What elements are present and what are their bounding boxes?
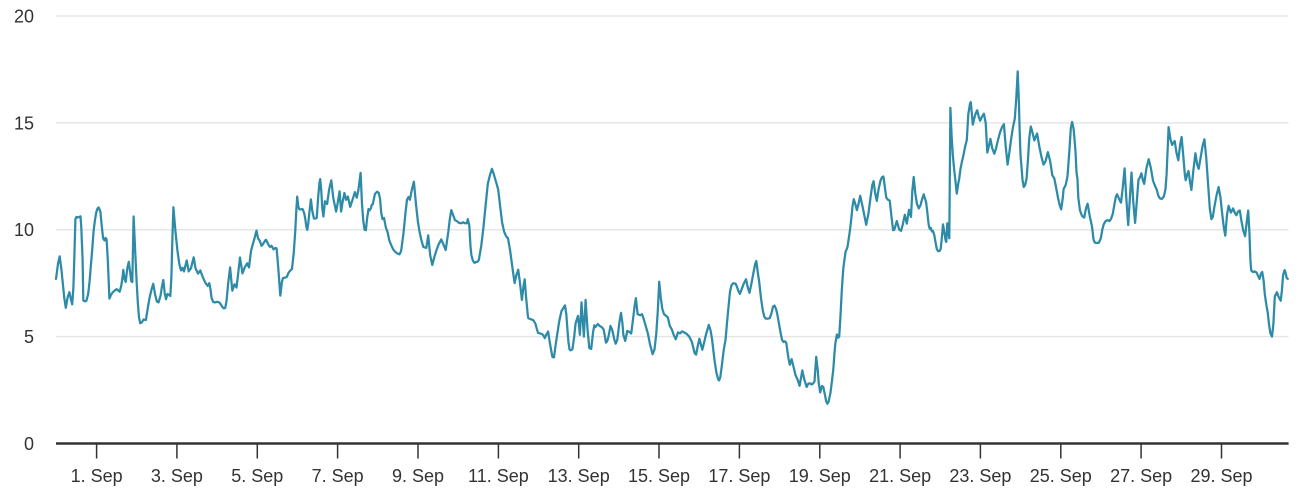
svg-text:9. Sep: 9. Sep xyxy=(392,466,444,486)
svg-text:25. Sep: 25. Sep xyxy=(1030,466,1092,486)
svg-text:17. Sep: 17. Sep xyxy=(708,466,770,486)
svg-text:15: 15 xyxy=(14,113,34,133)
svg-text:20: 20 xyxy=(14,6,34,26)
svg-text:23. Sep: 23. Sep xyxy=(949,466,1011,486)
svg-text:5: 5 xyxy=(24,327,34,347)
svg-text:19. Sep: 19. Sep xyxy=(789,466,851,486)
svg-text:21. Sep: 21. Sep xyxy=(869,466,931,486)
svg-text:1. Sep: 1. Sep xyxy=(71,466,123,486)
svg-text:5. Sep: 5. Sep xyxy=(231,466,283,486)
svg-text:0: 0 xyxy=(24,434,34,454)
svg-text:11. Sep: 11. Sep xyxy=(468,466,529,486)
svg-text:15. Sep: 15. Sep xyxy=(628,466,690,486)
svg-text:27. Sep: 27. Sep xyxy=(1110,466,1172,486)
svg-text:10: 10 xyxy=(14,220,34,240)
svg-text:29. Sep: 29. Sep xyxy=(1190,466,1252,486)
svg-text:13. Sep: 13. Sep xyxy=(548,466,610,486)
svg-text:3. Sep: 3. Sep xyxy=(151,466,203,486)
svg-text:7. Sep: 7. Sep xyxy=(312,466,364,486)
